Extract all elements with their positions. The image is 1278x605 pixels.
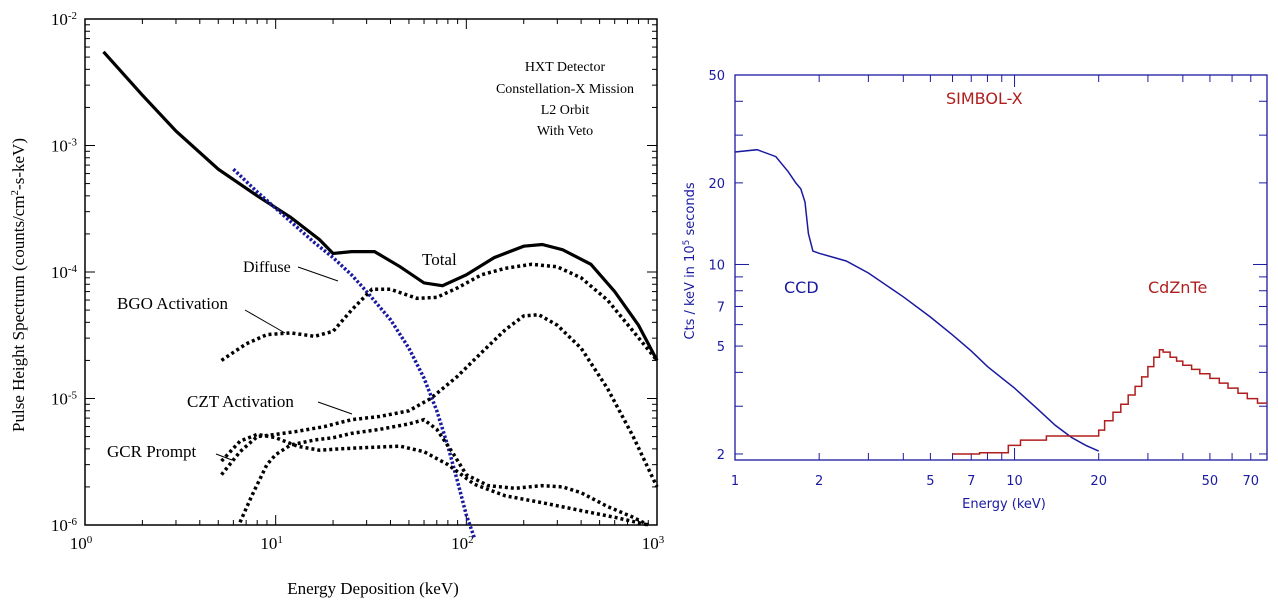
left-y-tick-label-2: 10-4 bbox=[51, 263, 78, 282]
right-plot-frame bbox=[734, 74, 1268, 461]
left-series-diffuse bbox=[232, 167, 476, 538]
left-y-tick-label-4: 10-2 bbox=[51, 10, 77, 29]
right-series-group bbox=[734, 148, 1267, 455]
left-x-axis-label: Energy Deposition (keV) bbox=[287, 579, 459, 598]
right-x-tick-label-2: 5 bbox=[926, 474, 934, 489]
leader-bgo bbox=[244, 309, 286, 334]
left-tick-labels: 100 101 102 103 10-6 10-5 10-4 10-3 10-2 bbox=[51, 10, 665, 553]
left-x-tick-label-3: 103 bbox=[642, 534, 665, 553]
left-y-axis-label: Pulse Height Spectrum (counts/cm2-s-keV) bbox=[9, 138, 28, 432]
right-series-cdznte bbox=[952, 348, 1267, 455]
info-line-1: HXT Detector bbox=[525, 60, 606, 75]
label-total: Total bbox=[422, 250, 457, 269]
right-x-tick-label-7: 70 bbox=[1243, 474, 1260, 489]
leader-diffuse bbox=[297, 266, 339, 282]
leader-gcr bbox=[215, 453, 233, 461]
label-ccd: CCD bbox=[784, 278, 819, 297]
right-x-axis-label: Energy (keV) bbox=[962, 497, 1046, 512]
leader-czt bbox=[317, 401, 353, 415]
right-x-tick-label-1: 2 bbox=[815, 474, 823, 489]
right-y-tick-label-0: 2 bbox=[717, 448, 725, 463]
label-gcr: GCR Prompt bbox=[107, 442, 197, 461]
right-y-tick-label-3: 10 bbox=[708, 258, 725, 273]
left-series-gcr bbox=[238, 417, 650, 527]
right-y-tick-label-4: 20 bbox=[708, 177, 725, 192]
right-x-tick-label-0: 1 bbox=[731, 474, 739, 489]
right-y-tick-label-5: 50 bbox=[708, 69, 725, 84]
info-line-3: L2 Orbit bbox=[541, 103, 590, 118]
right-x-tick-label-6: 50 bbox=[1202, 474, 1219, 489]
right-x-tick-label-3: 7 bbox=[967, 474, 975, 489]
label-czt: CZT Activation bbox=[187, 392, 294, 411]
left-x-tick-label-2: 102 bbox=[451, 534, 474, 553]
left-x-tick-label-0: 100 bbox=[70, 534, 93, 553]
left-series-group bbox=[102, 50, 659, 538]
left-series-total bbox=[102, 50, 659, 362]
left-y-tick-label-1: 10-5 bbox=[51, 390, 78, 409]
right-axis-ticks bbox=[734, 74, 1268, 460]
info-line-2: Constellation-X Mission bbox=[496, 82, 634, 97]
right-series-ccd bbox=[734, 148, 1100, 452]
right-x-tick-label-5: 20 bbox=[1090, 474, 1107, 489]
left-y-tick-label-3: 10-3 bbox=[51, 137, 78, 156]
left-series-gcr_low bbox=[220, 432, 649, 527]
right-y-tick-label-1: 5 bbox=[717, 340, 725, 355]
right-x-tick-label-4: 10 bbox=[1006, 474, 1023, 489]
left-x-tick-label-1: 101 bbox=[260, 534, 283, 553]
left-y-tick-label-0: 10-6 bbox=[51, 516, 78, 535]
right-y-tick-label-2: 7 bbox=[717, 300, 725, 315]
left-series-bgo bbox=[220, 262, 659, 362]
label-bgo: BGO Activation bbox=[117, 294, 228, 313]
info-line-4: With Veto bbox=[537, 124, 593, 139]
right-chart-title: SIMBOL-X bbox=[946, 89, 1023, 108]
right-y-axis-label: Cts / keV in 105 seconds bbox=[682, 182, 698, 339]
left-chart: 100 101 102 103 10-6 10-5 10-4 10-3 10-2 HXT Det… bbox=[9, 10, 665, 598]
label-diffuse: Diffuse bbox=[243, 259, 291, 276]
label-cdznte: CdZnTe bbox=[1148, 278, 1207, 297]
left-series-czt bbox=[220, 312, 659, 488]
